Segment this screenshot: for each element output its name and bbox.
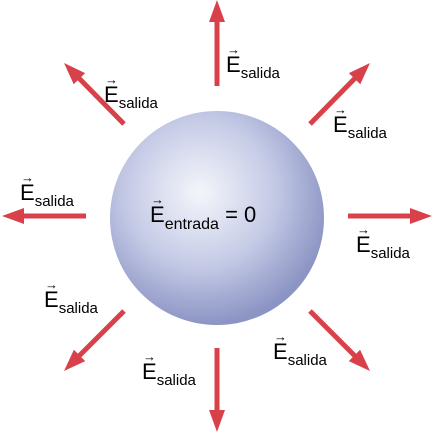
e-out-label-right: → Esalida: [356, 222, 410, 262]
e-out-arrow-bottom-right: [308, 309, 370, 371]
conducting-sphere: [110, 111, 324, 325]
e-out-arrow-right: [348, 208, 432, 224]
e-out-arrow-top-right: [308, 63, 370, 126]
inside-field-equation: → Eentrada = 0: [150, 192, 257, 233]
e-out-label-top-left: → Esalida: [104, 72, 158, 112]
e-out-arrow-left: [2, 208, 86, 224]
e-out-arrow-top: [209, 0, 225, 86]
e-out-label-bottom-left: → Esalida: [44, 277, 98, 317]
e-out-label-bottom-right: → Esalida: [273, 329, 327, 369]
e-out-arrow-bottom-left: [64, 309, 126, 371]
e-out-arrow-bottom: [209, 348, 225, 432]
e-out-arrow-top-left: [64, 63, 126, 126]
e-out-label-left: → Esalida: [20, 170, 74, 210]
e-out-label-top: → Esalida: [226, 42, 280, 82]
inside-field-value: = 0: [225, 202, 257, 227]
e-out-label-top-right: → Esalida: [333, 102, 387, 142]
e-out-label-bottom: → Esalida: [142, 349, 196, 389]
